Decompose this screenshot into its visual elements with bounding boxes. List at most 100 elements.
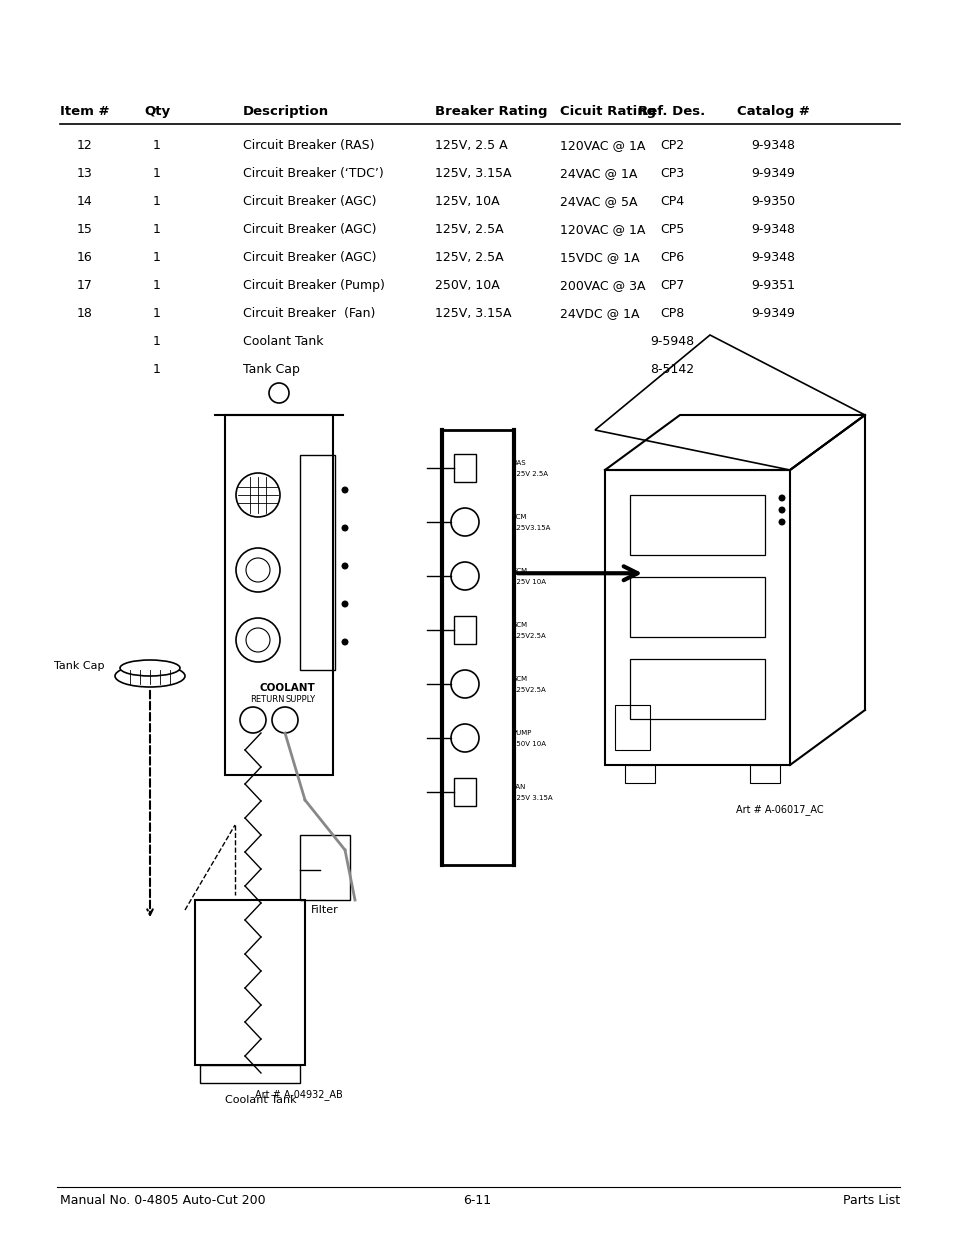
Bar (225, 415, 333, 776)
Text: 16: 16 (77, 251, 92, 264)
Text: Coolant Tank: Coolant Tank (243, 335, 323, 348)
Text: 1: 1 (152, 335, 161, 348)
Text: 9-9348: 9-9348 (750, 140, 794, 152)
Text: 125V, 3.15A: 125V, 3.15A (435, 167, 511, 180)
Text: Coolant Tank: Coolant Tank (225, 1095, 296, 1105)
Text: GCM: GCM (512, 568, 528, 574)
Ellipse shape (120, 659, 180, 676)
Text: 125V, 2.5A: 125V, 2.5A (435, 251, 503, 264)
Text: Parts List: Parts List (842, 1193, 899, 1207)
Text: Filter: Filter (311, 905, 338, 915)
Text: RETURN: RETURN (250, 695, 284, 704)
Circle shape (451, 508, 478, 536)
Circle shape (246, 558, 270, 582)
Text: 125V2.5A: 125V2.5A (512, 687, 545, 693)
Text: 125V, 3.15A: 125V, 3.15A (435, 308, 511, 320)
Text: 250V 10A: 250V 10A (512, 741, 545, 747)
Text: Manual No. 0-4805 Auto-Cut 200: Manual No. 0-4805 Auto-Cut 200 (60, 1193, 265, 1207)
Text: Circuit Breaker (AGC): Circuit Breaker (AGC) (243, 195, 376, 207)
Text: 9-9349: 9-9349 (750, 167, 794, 180)
Text: 125V, 2.5A: 125V, 2.5A (435, 224, 503, 236)
Text: 125V 2.5A: 125V 2.5A (512, 471, 547, 477)
Text: Description: Description (243, 105, 329, 119)
Text: 1: 1 (152, 363, 161, 375)
Text: CP3: CP3 (659, 167, 683, 180)
Circle shape (272, 706, 297, 734)
Text: Tank Cap: Tank Cap (54, 661, 105, 671)
Bar (441, 430, 514, 864)
Text: CP4: CP4 (659, 195, 683, 207)
Bar (299, 835, 350, 900)
Text: 24VAC @ 1A: 24VAC @ 1A (559, 167, 637, 180)
Text: 18: 18 (77, 308, 92, 320)
Circle shape (451, 724, 478, 752)
Text: 120VAC @ 1A: 120VAC @ 1A (559, 224, 644, 236)
Circle shape (341, 601, 348, 606)
Text: CP6: CP6 (659, 251, 683, 264)
Text: Circuit Breaker (AGC): Circuit Breaker (AGC) (243, 251, 376, 264)
Text: COOLANT: COOLANT (259, 683, 314, 693)
Bar (299, 454, 335, 671)
Circle shape (246, 629, 270, 652)
Text: 1: 1 (152, 167, 161, 180)
Text: CP8: CP8 (659, 308, 683, 320)
Text: CP7: CP7 (659, 279, 683, 291)
Bar (629, 495, 764, 555)
Text: Art # A-04932_AB: Art # A-04932_AB (254, 1089, 342, 1100)
Circle shape (779, 519, 784, 525)
Text: 9-9348: 9-9348 (750, 251, 794, 264)
Bar (629, 659, 764, 719)
Bar (749, 764, 780, 783)
Text: 1: 1 (152, 279, 161, 291)
Bar (615, 705, 649, 750)
Text: 1: 1 (152, 195, 161, 207)
Text: 14: 14 (77, 195, 92, 207)
Text: Art # A-06017_AC: Art # A-06017_AC (736, 804, 823, 815)
Text: 125V, 10A: 125V, 10A (435, 195, 499, 207)
Text: 6-11: 6-11 (462, 1193, 491, 1207)
Bar (454, 616, 476, 643)
Circle shape (341, 563, 348, 569)
Text: 200VAC @ 3A: 200VAC @ 3A (559, 279, 645, 291)
Text: CP2: CP2 (659, 140, 683, 152)
Text: SUPPLY: SUPPLY (286, 695, 315, 704)
Circle shape (341, 487, 348, 493)
Text: Ref. Des.: Ref. Des. (638, 105, 705, 119)
Text: Circuit Breaker (AGC): Circuit Breaker (AGC) (243, 224, 376, 236)
Circle shape (451, 562, 478, 590)
Text: 9-5948: 9-5948 (649, 335, 694, 348)
Bar (624, 764, 655, 783)
Text: GCM: GCM (512, 622, 528, 629)
Text: Cicuit Rating: Cicuit Rating (559, 105, 656, 119)
Circle shape (779, 508, 784, 513)
Bar (200, 1065, 299, 1083)
Text: 9-9348: 9-9348 (750, 224, 794, 236)
Text: 24VDC @ 1A: 24VDC @ 1A (559, 308, 639, 320)
Text: Circuit Breaker (‘TDC’): Circuit Breaker (‘TDC’) (243, 167, 383, 180)
Circle shape (235, 473, 280, 517)
Text: 125V 10A: 125V 10A (512, 579, 545, 585)
Text: Circuit Breaker (RAS): Circuit Breaker (RAS) (243, 140, 375, 152)
Text: 13: 13 (77, 167, 92, 180)
Text: 24VAC @ 5A: 24VAC @ 5A (559, 195, 637, 207)
Text: Breaker Rating: Breaker Rating (435, 105, 547, 119)
Text: 250V, 10A: 250V, 10A (435, 279, 499, 291)
Text: 125V3.15A: 125V3.15A (512, 525, 550, 531)
Text: 125V 3.15A: 125V 3.15A (512, 795, 552, 802)
Text: Circuit Breaker (Pump): Circuit Breaker (Pump) (243, 279, 384, 291)
Text: 15VDC @ 1A: 15VDC @ 1A (559, 251, 639, 264)
Text: 9-9350: 9-9350 (750, 195, 794, 207)
Text: GCM: GCM (512, 676, 528, 682)
Bar (454, 454, 476, 482)
Text: 12: 12 (77, 140, 92, 152)
Circle shape (240, 706, 266, 734)
Bar (194, 900, 305, 1065)
Bar (454, 778, 476, 806)
Text: 1: 1 (152, 308, 161, 320)
Text: Tank Cap: Tank Cap (243, 363, 299, 375)
Text: Qty: Qty (144, 105, 170, 119)
Bar (604, 471, 789, 764)
Circle shape (779, 495, 784, 501)
Circle shape (235, 548, 280, 592)
Circle shape (269, 383, 289, 403)
